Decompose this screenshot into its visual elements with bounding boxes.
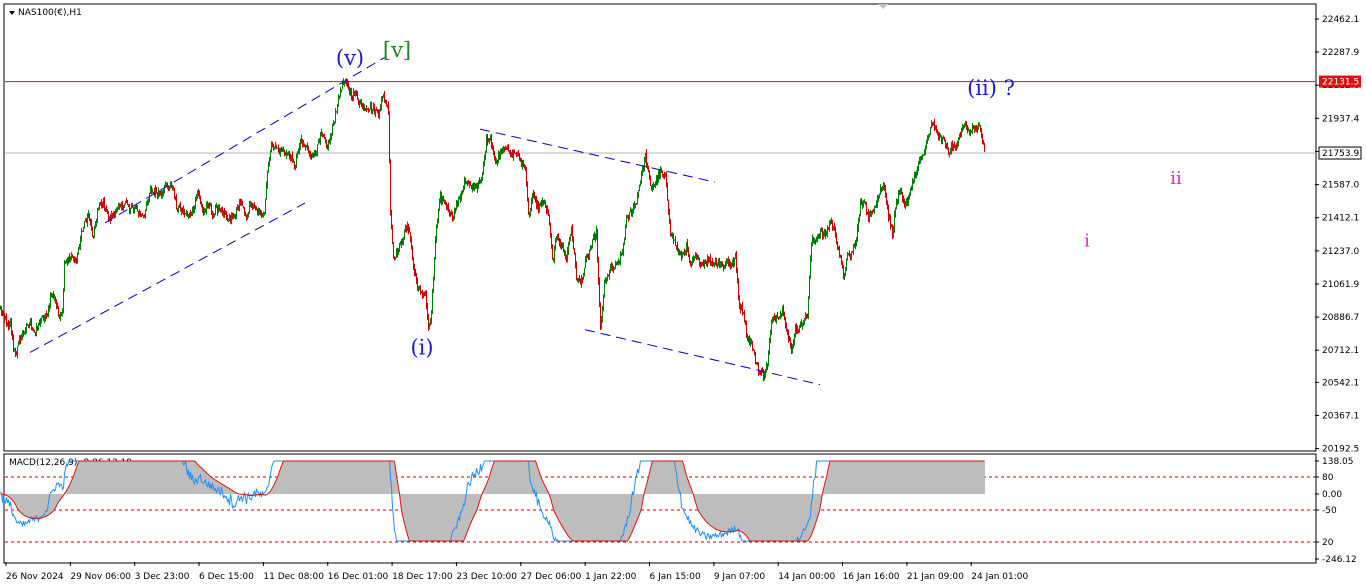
y-tick-label: 20192.5 <box>1322 445 1359 455</box>
macd-y-tick-label: -246.12 <box>1322 555 1357 565</box>
scroll-marker-icon[interactable] <box>878 4 888 9</box>
channel-line <box>584 329 821 386</box>
wave-label: (v) <box>336 46 364 70</box>
wave-label: [v] <box>383 38 411 62</box>
macd-axis: 138.05 80 0.00 -50 20 -246.12 <box>1315 457 1357 565</box>
x-tick-label: 16 Dec 01:00 <box>328 572 389 582</box>
x-tick-label: 21 Jan 09:00 <box>907 572 964 582</box>
symbol-label: NAS100(€),H1 <box>18 8 82 18</box>
dropdown-triangle-icon[interactable] <box>9 11 15 15</box>
macd-label: MACD(12,26,9) -8.86 12.19 <box>9 458 132 468</box>
wave-label: (i) <box>410 335 433 359</box>
x-tick-label: 9 Jan 07:00 <box>714 572 766 582</box>
x-tick-label: 1 Jan 22:00 <box>585 572 637 582</box>
x-tick-label: 27 Dec 06:00 <box>521 572 582 582</box>
x-tick-label: 23 Dec 10:00 <box>456 572 517 582</box>
x-tick-label: 24 Jan 01:00 <box>971 572 1028 582</box>
y-tick-label: 21237.0 <box>1322 247 1359 257</box>
macd-y-tick-label: 20 <box>1322 538 1334 548</box>
current-price-text: 21753.9 <box>1322 149 1359 159</box>
x-tick-label: 6 Jan 15:00 <box>650 572 702 582</box>
y-tick-label: 21587.0 <box>1322 181 1359 191</box>
x-tick-label: 14 Jan 00:00 <box>778 572 835 582</box>
y-tick-label: 21937.4 <box>1322 114 1359 124</box>
x-tick-label: 26 Nov 2024 <box>6 572 64 582</box>
channel-lines <box>29 56 821 386</box>
wave-labels: (v) [v](i)(ii) ?iii <box>336 38 1182 359</box>
x-tick-label: 29 Nov 06:00 <box>70 572 131 582</box>
y-tick-label: 20367.1 <box>1322 411 1359 421</box>
current-price-tag <box>1318 146 1362 160</box>
channel-line <box>104 56 386 224</box>
y-tick-label: 21061.9 <box>1322 280 1359 290</box>
y-tick-label: 20886.7 <box>1322 313 1359 323</box>
price-tags: 22131.5 21753.9 <box>1318 75 1362 160</box>
price-panel[interactable] <box>3 3 1317 452</box>
y-tick-label: 22462.1 <box>1322 15 1359 25</box>
channel-line <box>29 202 306 353</box>
resistance-price-tag <box>1319 75 1361 88</box>
macd-y-tick-label: 138.05 <box>1322 457 1354 467</box>
macd-indicator <box>0 459 1315 543</box>
signal-line <box>0 460 985 542</box>
y-tick-label: 22287.9 <box>1322 48 1359 58</box>
macd-y-tick-label: -50 <box>1322 506 1337 516</box>
x-tick-label: 6 Dec 15:00 <box>199 572 254 582</box>
y-tick-label: 20712.1 <box>1322 346 1359 356</box>
macd-y-tick-label: 0.00 <box>1322 490 1342 500</box>
channel-line <box>479 128 716 183</box>
time-axis: 26 Nov 2024 29 Nov 06:00 3 Dec 23:00 6 Dec … <box>5 562 1029 582</box>
x-tick-label: 3 Dec 23:00 <box>135 572 190 582</box>
resistance-price-text: 22131.5 <box>1322 78 1359 88</box>
x-tick-label: 11 Dec 08:00 <box>263 572 324 582</box>
y-tick-label: 20542.1 <box>1322 378 1359 388</box>
macd-y-tick-label: 80 <box>1322 473 1334 483</box>
x-tick-label: 18 Dec 17:00 <box>392 572 453 582</box>
wave-label: ii <box>1170 168 1182 189</box>
wave-label: i <box>1084 230 1090 251</box>
y-tick-label: 21412.1 <box>1322 214 1359 224</box>
wave-label: (ii) ? <box>967 76 1015 100</box>
x-tick-label: 16 Jan 16:00 <box>843 572 900 582</box>
